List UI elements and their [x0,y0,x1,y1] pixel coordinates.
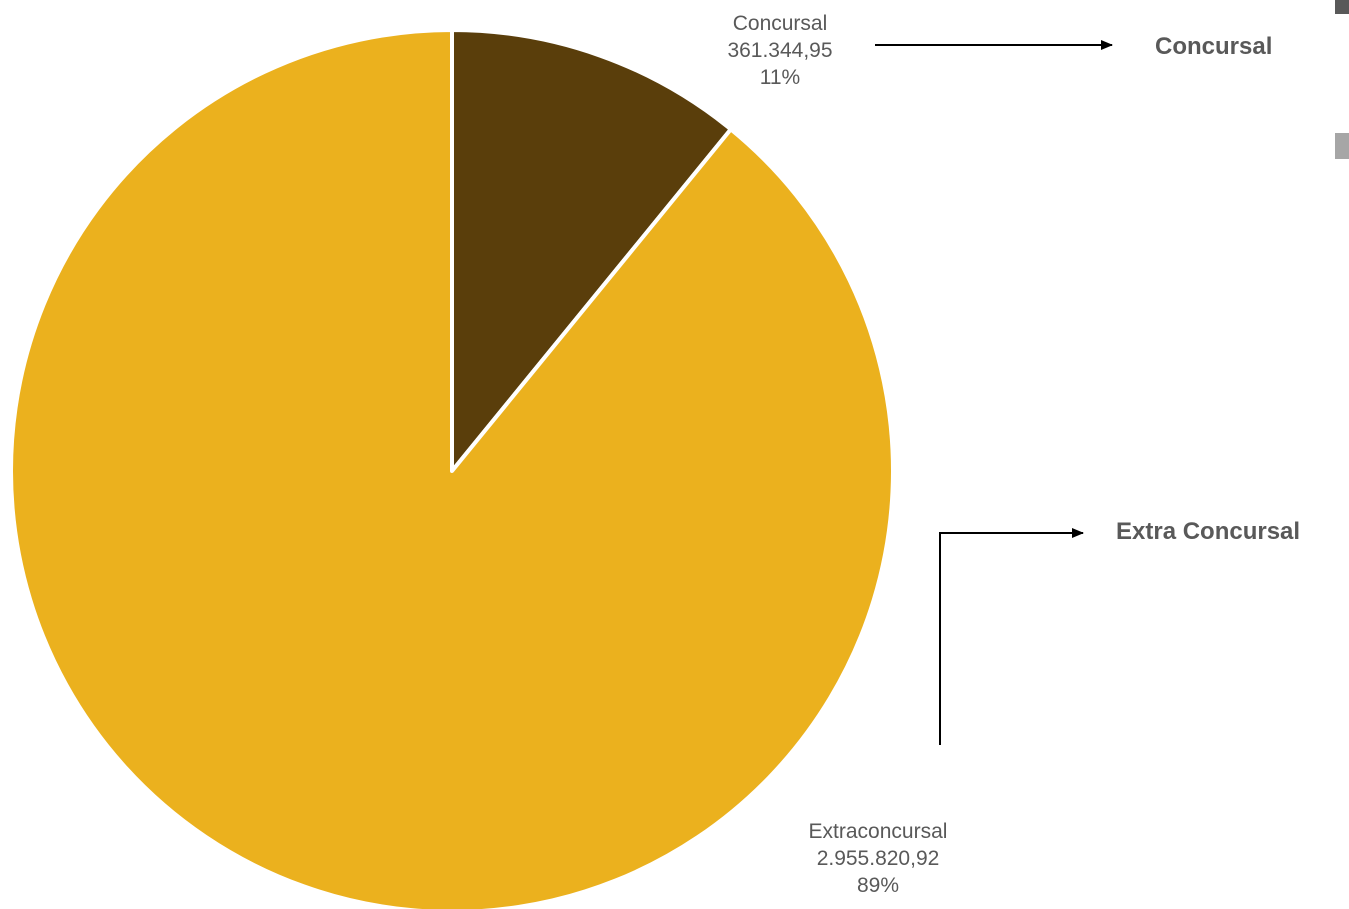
pie-slices [9,28,895,909]
extraconcursal-percent: 89% [856,874,900,897]
extraconcursal-value: 2.955.820,92 [816,847,940,870]
concursal-data-label: Concursal 361.344,95 11% [680,10,880,91]
concursal-value: 361.344,95 [727,39,833,62]
concursal-callout: Concursal [1155,33,1273,60]
pie-slice-concursal [450,28,733,473]
concursal-percent: 11% [759,66,801,89]
callout-arrows [875,40,1113,745]
concursal-label: Concursal [732,12,828,35]
extraconcursal-label: Extraconcursal [808,820,948,843]
extra-concursal-callout: Extra Concursal [1116,518,1301,545]
legend-swatch-light [1335,133,1349,159]
extraconcursal-data-label: Extraconcursal 2.955.820,92 89% [778,818,978,899]
pie-slice-extraconcursal [9,28,895,909]
extra-concursal-arrow [939,528,1084,745]
legend-swatch-dark [1335,0,1349,14]
